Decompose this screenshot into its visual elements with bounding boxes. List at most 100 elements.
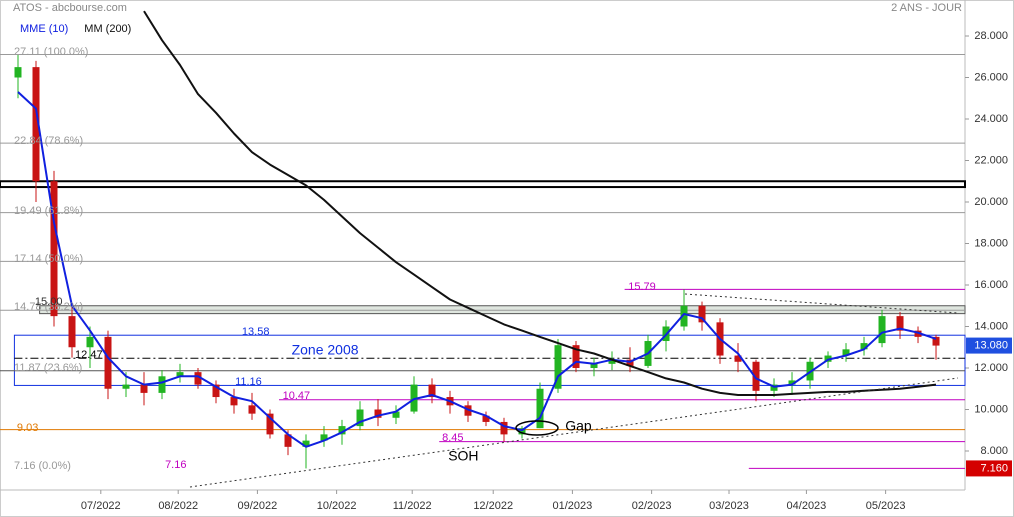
annotation: 9.03 xyxy=(17,422,38,434)
candle-body xyxy=(140,384,148,393)
y-tick-label: 10.000 xyxy=(974,403,1008,415)
candle-body xyxy=(698,305,706,323)
y-tick-label: 16.000 xyxy=(974,279,1008,291)
annotation: 8.45 xyxy=(442,432,463,444)
chart-title: ATOS - abcbourse.com xyxy=(13,2,127,14)
candle-body xyxy=(896,316,904,331)
x-tick-label: 07/2022 xyxy=(81,500,121,512)
candle-body xyxy=(284,434,292,447)
candle-body xyxy=(68,316,76,348)
price-tag xyxy=(966,337,1012,354)
annotation: 12.47 xyxy=(75,349,103,361)
candle-body xyxy=(86,336,94,348)
legend-entry: MM (200) xyxy=(84,23,131,35)
y-tick-label: 18.000 xyxy=(974,237,1008,249)
candle-body xyxy=(428,384,436,398)
zone xyxy=(13,334,966,386)
trend-line xyxy=(189,377,959,488)
trend-line xyxy=(684,293,959,314)
annotation: 22.84 (78.6%) xyxy=(14,135,83,147)
candle-body xyxy=(680,305,688,327)
annotation: 10.47 xyxy=(283,390,311,402)
price-tag-label: 7.160 xyxy=(980,462,1008,474)
x-tick-label: 05/2023 xyxy=(866,500,906,512)
candle-body xyxy=(932,336,940,346)
annotation: 15.00 xyxy=(35,296,63,308)
candle-body xyxy=(320,434,328,441)
candle-body xyxy=(860,343,868,350)
candle-body xyxy=(194,372,202,385)
candle-body xyxy=(788,380,796,385)
candle-body xyxy=(104,336,112,389)
x-tick-label: 12/2022 xyxy=(473,500,513,512)
annotation: 7.16 xyxy=(165,459,186,471)
candle-body xyxy=(338,426,346,435)
y-tick-label: 24.000 xyxy=(974,113,1008,125)
x-tick-label: 08/2022 xyxy=(158,500,198,512)
x-tick-label: 01/2023 xyxy=(553,500,593,512)
x-tick-label: 10/2022 xyxy=(317,500,357,512)
gap-ellipse xyxy=(515,420,559,436)
annotation: 19.49 (61.8%) xyxy=(14,205,83,217)
y-tick-label: 14.000 xyxy=(974,320,1008,332)
annotation: 14.78 (38.2%) xyxy=(14,301,83,313)
candle-body xyxy=(842,349,850,356)
annotation: 11.87 (23.6%) xyxy=(14,362,82,374)
x-tick-label: 03/2023 xyxy=(709,500,749,512)
candle-body xyxy=(230,397,238,406)
price-tag-label: 13.080 xyxy=(974,339,1008,351)
annotation: Zone 2008 xyxy=(292,342,359,358)
y-tick-label: 26.000 xyxy=(974,71,1008,83)
y-tick-label: 12.000 xyxy=(974,362,1008,374)
candle-body xyxy=(734,355,742,362)
candle-body xyxy=(878,316,886,344)
annotation: Gap xyxy=(565,418,592,434)
x-tick-label: 04/2023 xyxy=(787,500,827,512)
candle-body xyxy=(32,67,40,182)
annotation: SOH xyxy=(448,448,478,464)
candle-body xyxy=(500,421,508,435)
candle-body xyxy=(50,181,58,317)
candle-body xyxy=(572,345,580,368)
candle-body xyxy=(590,363,598,368)
x-tick-label: 02/2023 xyxy=(632,500,672,512)
candle-body xyxy=(356,409,364,427)
candle-body xyxy=(770,384,778,391)
candle-body xyxy=(392,411,400,418)
candle-body xyxy=(752,361,760,391)
candle-body xyxy=(212,384,220,398)
y-tick-label: 22.000 xyxy=(974,154,1008,166)
candle-body xyxy=(482,415,490,422)
candle-body xyxy=(824,355,832,362)
candle-body xyxy=(266,413,274,435)
indicator-line xyxy=(17,91,937,448)
candle-body xyxy=(248,405,256,414)
price-tag xyxy=(966,460,1012,477)
candle-body xyxy=(554,345,562,389)
candle-body xyxy=(374,409,382,418)
legend-entry: MME (10) xyxy=(20,23,68,35)
candle-body xyxy=(518,428,526,435)
annotation: 27.11 (100.0%) xyxy=(14,46,88,58)
y-tick-label: 28.000 xyxy=(974,30,1008,42)
zone xyxy=(39,305,966,315)
annotation: 7.16 (0.0%) xyxy=(14,460,71,472)
candle-body xyxy=(14,67,22,78)
y-tick-label: 8.000 xyxy=(980,445,1008,457)
indicator-line xyxy=(143,10,937,396)
annotation: 13.58 xyxy=(242,326,270,338)
annotation: 15.79 xyxy=(628,281,656,293)
candle-body xyxy=(536,388,544,429)
candle-body xyxy=(158,376,166,393)
candle-body xyxy=(122,384,130,389)
candle-body xyxy=(176,372,184,377)
x-tick-label: 09/2022 xyxy=(238,500,278,512)
y-tick-label: 20.000 xyxy=(974,196,1008,208)
candle-body xyxy=(626,359,634,366)
chart-subtitle: 2 ANS - JOUR xyxy=(891,2,962,14)
x-tick-label: 11/2022 xyxy=(393,500,432,512)
annotation: 11.16 xyxy=(235,376,262,388)
annotation: 17.14 (50.0%) xyxy=(14,253,83,265)
